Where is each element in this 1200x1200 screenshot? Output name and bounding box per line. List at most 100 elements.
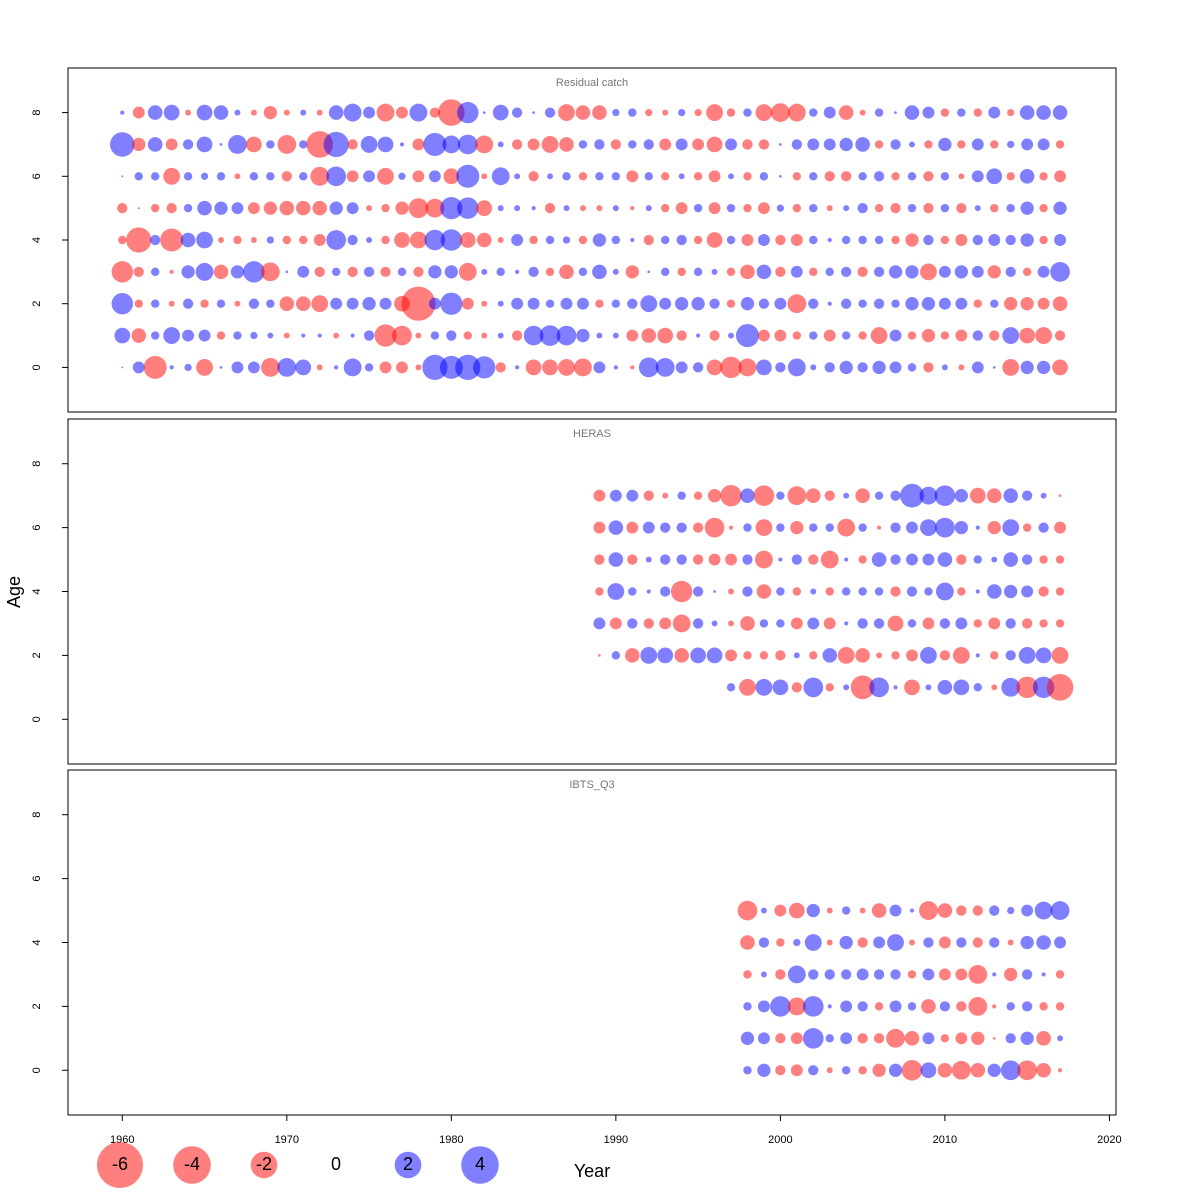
- bubble: [234, 173, 241, 180]
- y-tick-label: 4: [31, 237, 43, 243]
- bubble: [266, 140, 275, 149]
- bubble: [544, 107, 556, 118]
- bubble: [150, 299, 160, 308]
- bubble: [380, 266, 391, 278]
- bubble: [858, 172, 867, 181]
- bubble: [657, 647, 674, 664]
- bubble: [628, 108, 637, 117]
- bubble: [539, 325, 561, 346]
- bubble: [988, 106, 1001, 119]
- bubble: [739, 678, 756, 696]
- bubble: [1019, 327, 1036, 344]
- y-tick-label: 8: [31, 812, 43, 818]
- bubble: [808, 969, 819, 980]
- bubble: [787, 358, 806, 377]
- bubble: [840, 1032, 853, 1045]
- bubble: [920, 263, 937, 281]
- bubble: [1021, 138, 1034, 151]
- bubble: [511, 330, 523, 341]
- bubble: [787, 103, 806, 122]
- bubble: [643, 234, 654, 246]
- bubble: [890, 586, 901, 597]
- bubble: [1001, 677, 1021, 697]
- bubble: [593, 521, 606, 534]
- bubble: [955, 617, 968, 630]
- bubble: [333, 332, 340, 339]
- bubble: [971, 138, 984, 151]
- bubble: [611, 651, 621, 660]
- bubble: [316, 109, 323, 116]
- bubble: [986, 488, 1002, 503]
- bubble: [759, 172, 769, 181]
- bubble: [843, 205, 850, 212]
- bubble: [316, 364, 323, 371]
- bubble: [231, 361, 244, 374]
- bubble: [1055, 970, 1065, 979]
- bubble: [740, 935, 755, 950]
- bubble: [973, 555, 983, 564]
- bubble: [163, 327, 181, 344]
- bubble: [455, 354, 481, 381]
- bubble: [476, 232, 492, 248]
- bubble: [1020, 297, 1034, 311]
- bubble: [1016, 676, 1038, 699]
- bubble: [514, 173, 521, 180]
- bubble: [196, 104, 213, 121]
- bubble: [612, 108, 620, 117]
- bubble: [627, 618, 638, 629]
- bubble: [934, 485, 956, 506]
- bubble: [412, 138, 425, 151]
- bubble: [1039, 203, 1048, 213]
- bubble: [921, 999, 936, 1014]
- bubble: [691, 297, 705, 311]
- bubble: [397, 267, 407, 277]
- bubble: [118, 235, 127, 245]
- bubble: [609, 617, 622, 630]
- legend-bubble: [96, 1141, 144, 1189]
- bubble: [1054, 521, 1067, 534]
- bubble: [547, 173, 554, 180]
- bubble: [923, 202, 934, 214]
- y-axis-label: Age: [4, 576, 24, 608]
- bubble: [1002, 358, 1020, 376]
- bubble: [166, 202, 177, 214]
- bubble: [644, 172, 653, 181]
- bubble: [690, 647, 706, 664]
- bubble: [511, 297, 524, 310]
- bubble: [443, 168, 460, 185]
- bubble: [150, 172, 160, 181]
- bubble: [228, 135, 247, 154]
- bubble: [869, 677, 889, 698]
- bubble: [874, 587, 884, 596]
- bubble: [279, 296, 295, 311]
- bubble: [987, 520, 1001, 535]
- bubble: [858, 331, 867, 340]
- bubble: [574, 358, 592, 377]
- bubble: [706, 104, 723, 122]
- bubble: [401, 286, 436, 321]
- bubble: [726, 683, 736, 692]
- bubble: [973, 683, 983, 692]
- bubble: [759, 619, 769, 628]
- bubble: [630, 237, 635, 243]
- bubble: [363, 330, 375, 341]
- bubble: [285, 270, 289, 274]
- bubble: [840, 1000, 853, 1013]
- bubble: [953, 679, 970, 696]
- bubble: [972, 234, 983, 246]
- bubble: [904, 105, 920, 120]
- bubble: [1022, 267, 1032, 277]
- bubble: [424, 229, 446, 251]
- legend-label: 0: [331, 1154, 341, 1174]
- bubble: [709, 330, 720, 341]
- bubble: [693, 267, 703, 277]
- bubble: [907, 331, 917, 340]
- bubble: [250, 109, 257, 116]
- bubble: [990, 299, 999, 308]
- bubble: [708, 202, 721, 215]
- bubble: [891, 172, 900, 181]
- bubble: [788, 902, 805, 919]
- bubble: [827, 1004, 832, 1009]
- bubble: [837, 518, 856, 537]
- bubble: [396, 106, 408, 119]
